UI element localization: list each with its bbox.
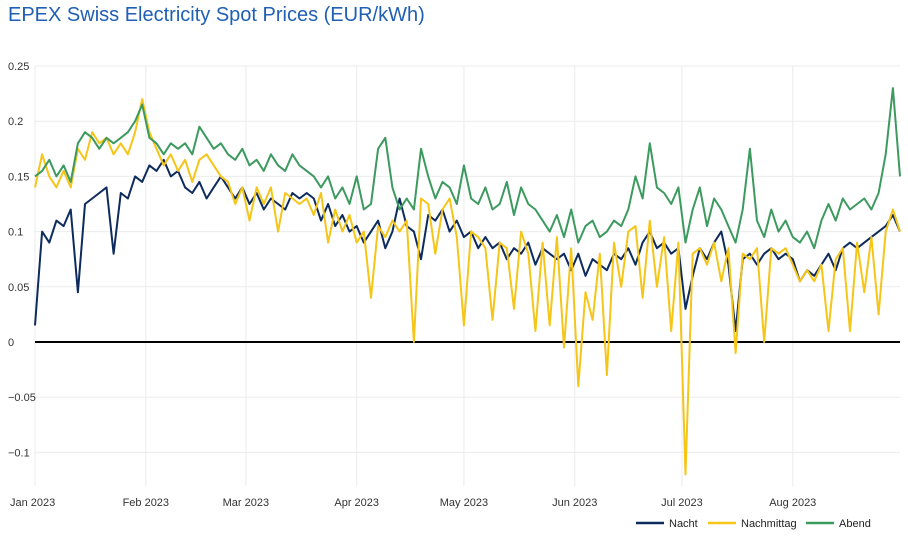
- x-tick-label: Jun 2023: [552, 497, 597, 509]
- y-axis-ticks: 0.25 0.2 0.15 0.1 0.05 0 −0.05 −0.1: [8, 61, 36, 459]
- x-tick-label: Apr 2023: [334, 497, 379, 509]
- legend-label: Abend: [839, 518, 871, 530]
- x-tick-label: May 2023: [440, 497, 488, 509]
- legend: Nacht Nachmittag Abend: [636, 518, 871, 530]
- y-tick-label: 0: [8, 337, 14, 349]
- y-tick-label: 0.25: [8, 61, 29, 73]
- y-tick-label: 0.1: [8, 227, 23, 239]
- grid-lines: [34, 65, 900, 486]
- legend-label: Nacht: [669, 518, 698, 530]
- series-line-abend: [34, 87, 901, 250]
- x-tick-label: Mar 2023: [223, 497, 269, 509]
- series-line-nacht: [34, 158, 901, 332]
- legend-label: Nachmittag: [741, 518, 797, 530]
- y-tick-label: 0.15: [8, 171, 29, 183]
- series-lines: [34, 87, 901, 476]
- series-line-nachmittag: [34, 98, 901, 476]
- y-tick-label: −0.05: [8, 392, 36, 404]
- x-tick-label: Jan 2023: [10, 497, 55, 509]
- y-tick-label: 0.05: [8, 282, 29, 294]
- chart-title: EPEX Swiss Electricity Spot Prices (EUR/…: [8, 4, 425, 26]
- x-tick-label: Jul 2023: [661, 497, 703, 509]
- x-axis-ticks: Jan 2023 Feb 2023 Mar 2023 Apr 2023 May 2023…: [10, 497, 816, 509]
- x-tick-label: Feb 2023: [123, 497, 169, 509]
- y-tick-label: 0.2: [8, 116, 23, 128]
- x-tick-label: Aug 2023: [769, 497, 816, 509]
- y-tick-label: −0.1: [8, 447, 30, 459]
